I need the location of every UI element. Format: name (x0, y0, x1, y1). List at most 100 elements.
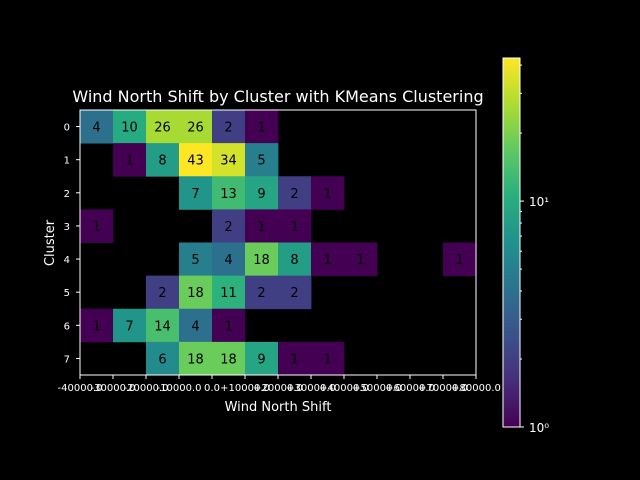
cell-value-label: 6 (158, 352, 166, 367)
x-tick-label: -20000.0 (124, 383, 169, 394)
heatmap-cell (179, 308, 213, 343)
cell-value-label: 2 (224, 220, 232, 235)
cell-value-label: 1 (257, 121, 265, 136)
cell-value-label: 43 (187, 154, 204, 169)
x-tick-label: +60000.0 (385, 383, 435, 394)
x-tick-label: -40000.0 (58, 383, 103, 394)
y-axis-ticks: 0 1 2 3 4 5 6 7 (64, 123, 80, 365)
cell-value-label: 8 (290, 253, 298, 268)
heatmap-cell (80, 209, 114, 243)
heatmap-cell (245, 110, 279, 144)
x-tick-label: +20000.0 (253, 383, 303, 394)
cell-value-label: 7 (125, 319, 133, 334)
cell-value-label: 14 (154, 319, 171, 334)
cell-value-label: 10 (121, 121, 138, 136)
cell-value-label: 8 (158, 154, 166, 169)
heatmap-cell (179, 143, 213, 177)
heatmap-cell (278, 341, 312, 376)
heatmap-cell (245, 242, 279, 277)
heatmap-cell-labels: 4 10 26 26 2 11 8 43 34 57 13 9 2 11 2 1 15 4 18 8 1 1 12 18 11 2… (92, 121, 463, 368)
cell-value-label: 9 (257, 352, 265, 367)
heatmap-cell (113, 110, 147, 144)
cell-value-label: 18 (187, 352, 204, 367)
x-tick-label: +10000.0 (220, 383, 270, 394)
cell-value-label: 2 (290, 187, 298, 202)
cell-value-label: 1 (323, 352, 331, 367)
heatmap-cell (179, 176, 213, 210)
heatmap-cell (212, 341, 246, 376)
cell-value-label: 1 (290, 352, 298, 367)
cell-value-label: 1 (455, 253, 463, 268)
x-tick-label: +50000.0 (352, 383, 402, 394)
heatmap-cell (344, 242, 378, 277)
heatmap-cell (278, 242, 312, 277)
x-tick-label: -10000.0 (157, 383, 202, 394)
y-axis-label: Cluster (43, 219, 58, 266)
heatmap-cell (311, 242, 345, 277)
cell-value-label: 2 (290, 286, 298, 301)
heatmap-cell (443, 242, 477, 277)
heatmap-cell (278, 275, 312, 310)
cell-value-label: 1 (323, 187, 331, 202)
heatmap-cell (80, 110, 114, 144)
heatmap-cell (245, 341, 279, 376)
cell-value-label: 1 (92, 319, 100, 334)
cell-value-label: 7 (191, 187, 199, 202)
heatmap-cell (245, 209, 279, 243)
y-tick-label: 3 (64, 222, 70, 233)
heatmap-cell (179, 242, 213, 277)
heatmap-cell (212, 110, 246, 144)
colorbar-gradient (502, 57, 521, 428)
x-tick-label: +70000.0 (418, 383, 468, 394)
y-tick-label: 7 (64, 354, 70, 365)
cell-value-label: 18 (253, 253, 270, 268)
heatmap-cell (212, 242, 246, 277)
heatmap-cell (212, 209, 246, 243)
heatmap-cell (245, 275, 279, 310)
cell-value-label: 2 (224, 121, 232, 136)
cell-value-label: 26 (187, 121, 204, 136)
x-tick-label: -30000.0 (91, 383, 136, 394)
x-tick-label: +80000.0 (451, 383, 501, 394)
colorbar-tick-label: 10¹ (529, 195, 549, 209)
cell-value-label: 18 (220, 352, 237, 367)
y-tick-label: 0 (64, 123, 70, 134)
cell-value-label: 13 (220, 187, 237, 202)
colorbar-major-ticks: 10⁰ 10¹ (520, 195, 549, 435)
x-tick-label: +40000.0 (319, 383, 369, 394)
heatmap-cell (146, 341, 180, 376)
cell-value-label: 1 (290, 220, 298, 235)
heatmap-cell (113, 143, 147, 177)
heatmap-cell (212, 176, 246, 210)
heatmap-cell (212, 275, 246, 310)
cell-value-label: 1 (224, 319, 232, 334)
cell-value-label: 1 (125, 154, 133, 169)
colorbar-tick-label: 10⁰ (529, 421, 549, 435)
y-tick-label: 5 (64, 288, 70, 299)
chart-title: Wind North Shift by Cluster with KMeans … (72, 87, 483, 106)
x-tick-label: +30000.0 (286, 383, 336, 394)
y-tick-label: 6 (64, 321, 70, 332)
cell-value-label: 4 (92, 121, 100, 136)
cell-value-label: 4 (224, 253, 232, 268)
x-axis-label: Wind North Shift (225, 400, 332, 415)
cell-value-label: 18 (187, 286, 204, 301)
cell-value-label: 2 (257, 286, 265, 301)
heatmap-cell (113, 308, 147, 343)
cell-value-label: 1 (323, 253, 331, 268)
heatmap-cell (212, 308, 246, 343)
heatmap-cell (278, 209, 312, 243)
y-tick-label: 4 (64, 255, 70, 266)
cell-value-label: 1 (92, 220, 100, 235)
cell-value-label: 26 (154, 121, 171, 136)
cell-value-label: 9 (257, 187, 265, 202)
x-tick-label: 0.0 (204, 383, 220, 394)
colorbar-minor-ticks (520, 64, 522, 360)
y-tick-label: 2 (64, 189, 70, 200)
heatmap-cell (146, 308, 180, 343)
cell-value-label: 1 (257, 220, 265, 235)
heatmap-cell (278, 176, 312, 210)
cell-value-label: 34 (220, 154, 237, 169)
heatmap-cell (179, 275, 213, 310)
